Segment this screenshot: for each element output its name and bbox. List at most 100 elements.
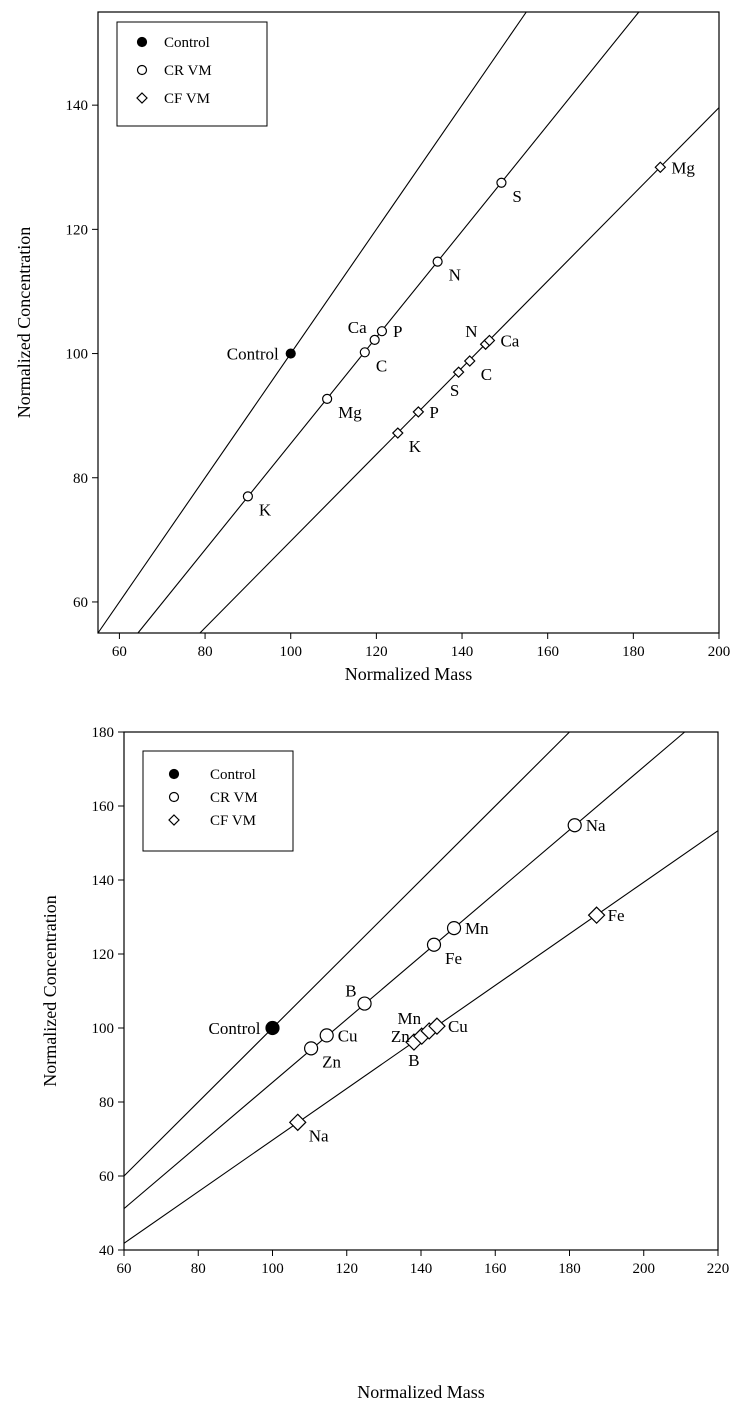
panel-2-point-label-cf-vm-mn: Mn: [398, 1009, 422, 1028]
panel-2-point-control-control: [265, 1020, 280, 1036]
panel-1-point-cf-vm-mg: [654, 161, 667, 174]
panel-1-x-tick-label: 180: [622, 644, 645, 660]
panel-1-y-tick-label: 140: [66, 98, 89, 114]
panel-1-y-tick-label: 80: [73, 471, 88, 487]
panel-1-point-cf-vm-s: [452, 366, 465, 379]
panel-1-y-tick-label: 100: [66, 347, 89, 363]
panel-2-point-label-cf-vm-fe: Fe: [608, 906, 625, 925]
panel-2-x-tick-label: 60: [117, 1261, 132, 1277]
panel-2-point-cr-vm-mn: [446, 920, 462, 936]
panel-2-point-label-cr-vm-na: Na: [586, 816, 606, 835]
panel-1-point-label-cf-vm-c: C: [481, 365, 492, 384]
panel-1-point-cr-vm-c: [359, 347, 370, 358]
panel-2-y-tick-label: 100: [92, 1021, 115, 1037]
panel-1-legend-marker-cr-vm: [136, 64, 148, 76]
panel-2-y-axis-label: Normalized Concentration: [40, 895, 60, 1086]
panel-2-x-tick-label: 180: [558, 1261, 581, 1277]
panel-1-plot-frame: [97, 11, 720, 634]
panel-2-point-label-cr-vm-cu: Cu: [338, 1026, 358, 1045]
panel-2-legend-label-control: Control: [210, 767, 256, 783]
panel-1-point-label-cf-vm-s: S: [450, 381, 459, 400]
panel-2-point-label-cr-vm-b: B: [345, 982, 356, 1001]
panel-2-point-cf-vm-cu: [428, 1017, 446, 1035]
panel-1-point-cr-vm-s: [496, 177, 507, 188]
panel-1-point-label-cf-vm-k: K: [409, 437, 422, 456]
panel-2-y-tick-label: 80: [99, 1095, 114, 1111]
panel-1-y-tick-label: 120: [66, 222, 89, 238]
panel-2-reference-line-1: [123, 731, 570, 1177]
panel-1-point-label-cf-vm-n: N: [465, 322, 477, 341]
panel-1-point-label-cr-vm-n: N: [449, 266, 461, 285]
panel-1-legend-marker-cf-vm: [136, 92, 148, 104]
panel-2-point-label-cr-vm-fe: Fe: [445, 949, 462, 968]
panel-2-point-cf-vm-fe: [587, 906, 606, 924]
panel-2-x-tick-label: 80: [191, 1261, 206, 1277]
panel-1-x-axis-label: Normalized Mass: [345, 664, 472, 684]
panel-1-reference-line-1: [97, 11, 527, 634]
panel-2-y-tick-label: 140: [92, 873, 115, 889]
panel-1-x-tick-label: 200: [708, 644, 731, 660]
panel-2-point-label-control-control: Control: [209, 1019, 261, 1038]
panel-1-y-axis-label: Normalized Concentration: [14, 227, 34, 418]
panel-1-point-cr-vm-k: [242, 491, 253, 502]
panel-2-point-cr-vm-cu: [319, 1028, 334, 1043]
panel-1-point-cr-vm-n: [432, 256, 443, 267]
panel-2-point-cr-vm-fe: [426, 937, 442, 952]
panel-1-point-label-cr-vm-p: P: [393, 322, 402, 341]
panel-1-point-control-control: [285, 348, 296, 359]
panel-1-point-label-cr-vm-mg: Mg: [338, 403, 362, 422]
panel-1-x-tick-label: 160: [536, 644, 559, 660]
panel-2-legend-marker-cr-vm: [168, 791, 180, 803]
panel-2-point-cr-vm-b: [357, 996, 372, 1011]
panel-2-legend-box: [142, 750, 294, 852]
panel-1-y-tick-label: 60: [73, 595, 88, 611]
panel-1-legend-label-cf-vm: CF VM: [164, 91, 210, 107]
panel-2-x-tick-label: 100: [261, 1261, 284, 1277]
panel-1-point-label-cr-vm-k: K: [259, 500, 272, 519]
panel-2-x-tick-label: 120: [336, 1261, 359, 1277]
panel-1-x-tick-label: 60: [112, 644, 127, 660]
panel-1-point-label-cf-vm-mg: Mg: [671, 158, 695, 177]
panel-1-point-label-cr-vm-ca: Ca: [348, 318, 367, 337]
panel-2-legend-label-cr-vm: CR VM: [210, 790, 258, 806]
panel-1-point-label-cr-vm-s: S: [512, 187, 521, 206]
panel-1-point-label-cr-vm-c: C: [376, 356, 387, 375]
panel-2-y-tick-label: 40: [99, 1243, 114, 1259]
panel-2-y-tick-label: 160: [92, 799, 115, 815]
panel-1-point-cf-vm-ca: [483, 334, 496, 347]
panel-1-legend-label-control: Control: [164, 35, 210, 51]
panel-2-x-axis-label: Normalized Mass: [357, 1382, 484, 1402]
panel-2-point-label-cf-vm-b: B: [408, 1051, 419, 1070]
panel-1-point-label-cf-vm-p: P: [429, 403, 438, 422]
panel-1-point-cf-vm-c: [463, 355, 476, 367]
panel-2-point-cr-vm-na: [567, 818, 582, 833]
panel-2-x-tick-label: 160: [484, 1261, 507, 1277]
panel-1-x-tick-label: 140: [451, 644, 474, 660]
panel-2-point-label-cf-vm-zn: Zn: [391, 1027, 410, 1046]
panel-1-x-tick-label: 80: [198, 644, 213, 660]
panel-2-point-cf-vm-na: [288, 1113, 307, 1132]
panel-2-legend-marker-control: [168, 768, 180, 780]
panel-1-point-cr-vm-p: [376, 326, 388, 337]
panel-2-x-tick-label: 200: [633, 1261, 656, 1277]
panel-1-point-cf-vm-p: [412, 406, 425, 418]
panel-2-legend-label-cf-vm: CF VM: [210, 813, 256, 829]
panel-2-x-tick-label: 140: [410, 1261, 433, 1277]
panel-1-legend-marker-control: [136, 36, 148, 48]
panel-1-point-label-cf-vm-ca: Ca: [500, 332, 519, 351]
panel-1-point-cf-vm-k: [391, 427, 404, 439]
panel-1-reference-line-2: [137, 11, 640, 634]
panel-2-x-tick-label: 220: [707, 1261, 730, 1277]
panel-2-point-cr-vm-zn: [304, 1041, 319, 1056]
panel-2-legend-marker-cf-vm: [168, 814, 180, 826]
panel-1-legend-label-cr-vm: CR VM: [164, 63, 212, 79]
panel-2-point-label-cf-vm-na: Na: [309, 1126, 329, 1145]
panel-2-y-tick-label: 120: [92, 947, 115, 963]
panel-1-point-cr-vm-ca: [369, 334, 380, 345]
panel-1-x-tick-label: 120: [365, 644, 388, 660]
panel-2-y-tick-label: 180: [92, 725, 115, 741]
panel-2-point-label-cr-vm-mn: Mn: [465, 919, 489, 938]
panel-2-reference-line-2: [123, 731, 686, 1210]
panel-2-y-tick-label: 60: [99, 1169, 114, 1185]
